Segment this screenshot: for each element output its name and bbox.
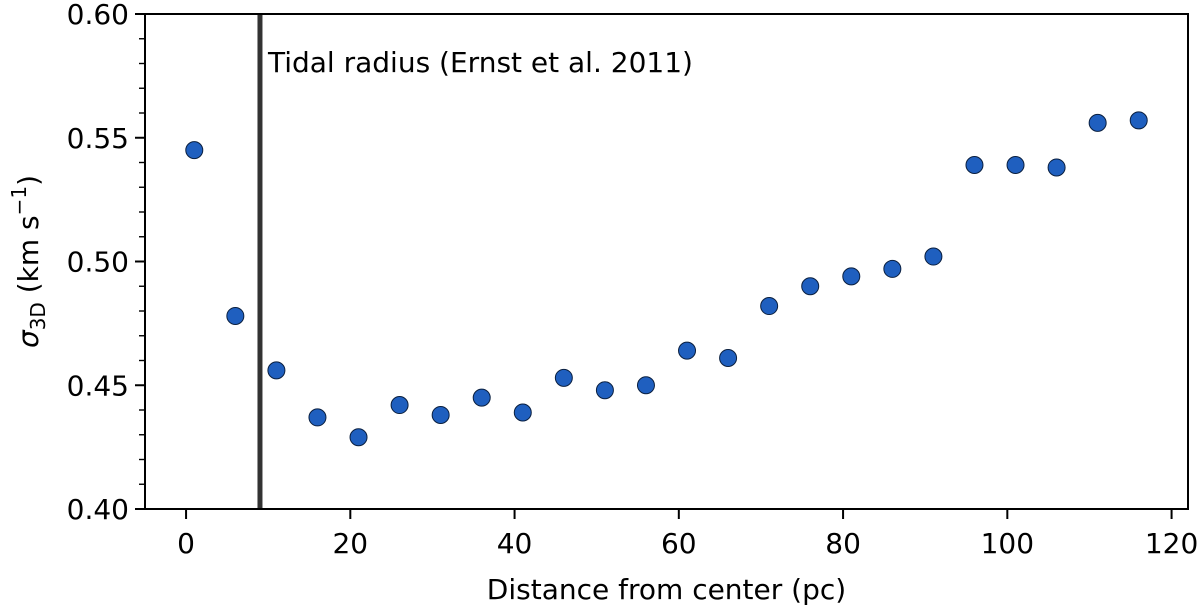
y-axis-label-exponent: −1 (7, 186, 31, 215)
data-point (513, 403, 532, 422)
data-point (349, 428, 368, 447)
y-tick-label: 0.45 (67, 369, 129, 402)
data-point (1088, 113, 1107, 132)
data-point (431, 405, 450, 424)
data-point (1129, 111, 1148, 130)
data-point (595, 381, 614, 400)
data-point (554, 368, 573, 387)
y-tick-label: 0.40 (67, 493, 129, 526)
data-point (1006, 155, 1025, 174)
data-point (883, 259, 902, 278)
y-axis-label-sigma: σ (12, 329, 45, 348)
x-tick-label: 100 (981, 527, 1034, 560)
data-point (924, 247, 943, 266)
data-point (1047, 158, 1066, 177)
data-point (842, 267, 861, 286)
data-point (267, 361, 286, 380)
tidal-radius-label: Tidal radius (Ernst et al. 2011) (267, 46, 693, 79)
data-point (185, 141, 204, 160)
y-axis-label: σ3D (km s−1) (7, 175, 50, 348)
y-axis-label-unit: (km s (12, 215, 45, 302)
major-ticks (135, 13, 1173, 519)
y-axis-label-subscript: 3D (26, 302, 50, 330)
data-point (801, 277, 820, 296)
x-tick-label: 60 (661, 527, 697, 560)
data-point (965, 155, 984, 174)
data-point (678, 341, 697, 360)
x-tick-labels: 0 20 40 60 80 100 120 (177, 527, 1198, 560)
data-point (308, 408, 327, 427)
data-points (185, 111, 1148, 447)
x-tick-label: 120 (1145, 527, 1198, 560)
x-tick-label: 0 (177, 527, 195, 560)
data-point (636, 376, 655, 395)
x-axis-label: Distance from center (pc) (487, 573, 846, 606)
x-tick-label: 40 (497, 527, 533, 560)
y-tick-label: 0.60 (67, 0, 129, 31)
data-point (760, 297, 779, 316)
y-tick-label: 0.50 (67, 246, 129, 279)
x-tick-label: 20 (332, 527, 368, 560)
y-axis-label-close: ) (12, 175, 45, 186)
x-tick-label: 80 (825, 527, 861, 560)
data-point (226, 306, 245, 325)
plot-frame (144, 13, 1189, 510)
data-point (719, 349, 738, 368)
y-tick-label: 0.55 (67, 122, 129, 155)
data-point (390, 396, 409, 415)
data-point (472, 388, 491, 407)
y-tick-labels: 0.40 0.45 0.50 0.55 0.60 (67, 0, 129, 526)
